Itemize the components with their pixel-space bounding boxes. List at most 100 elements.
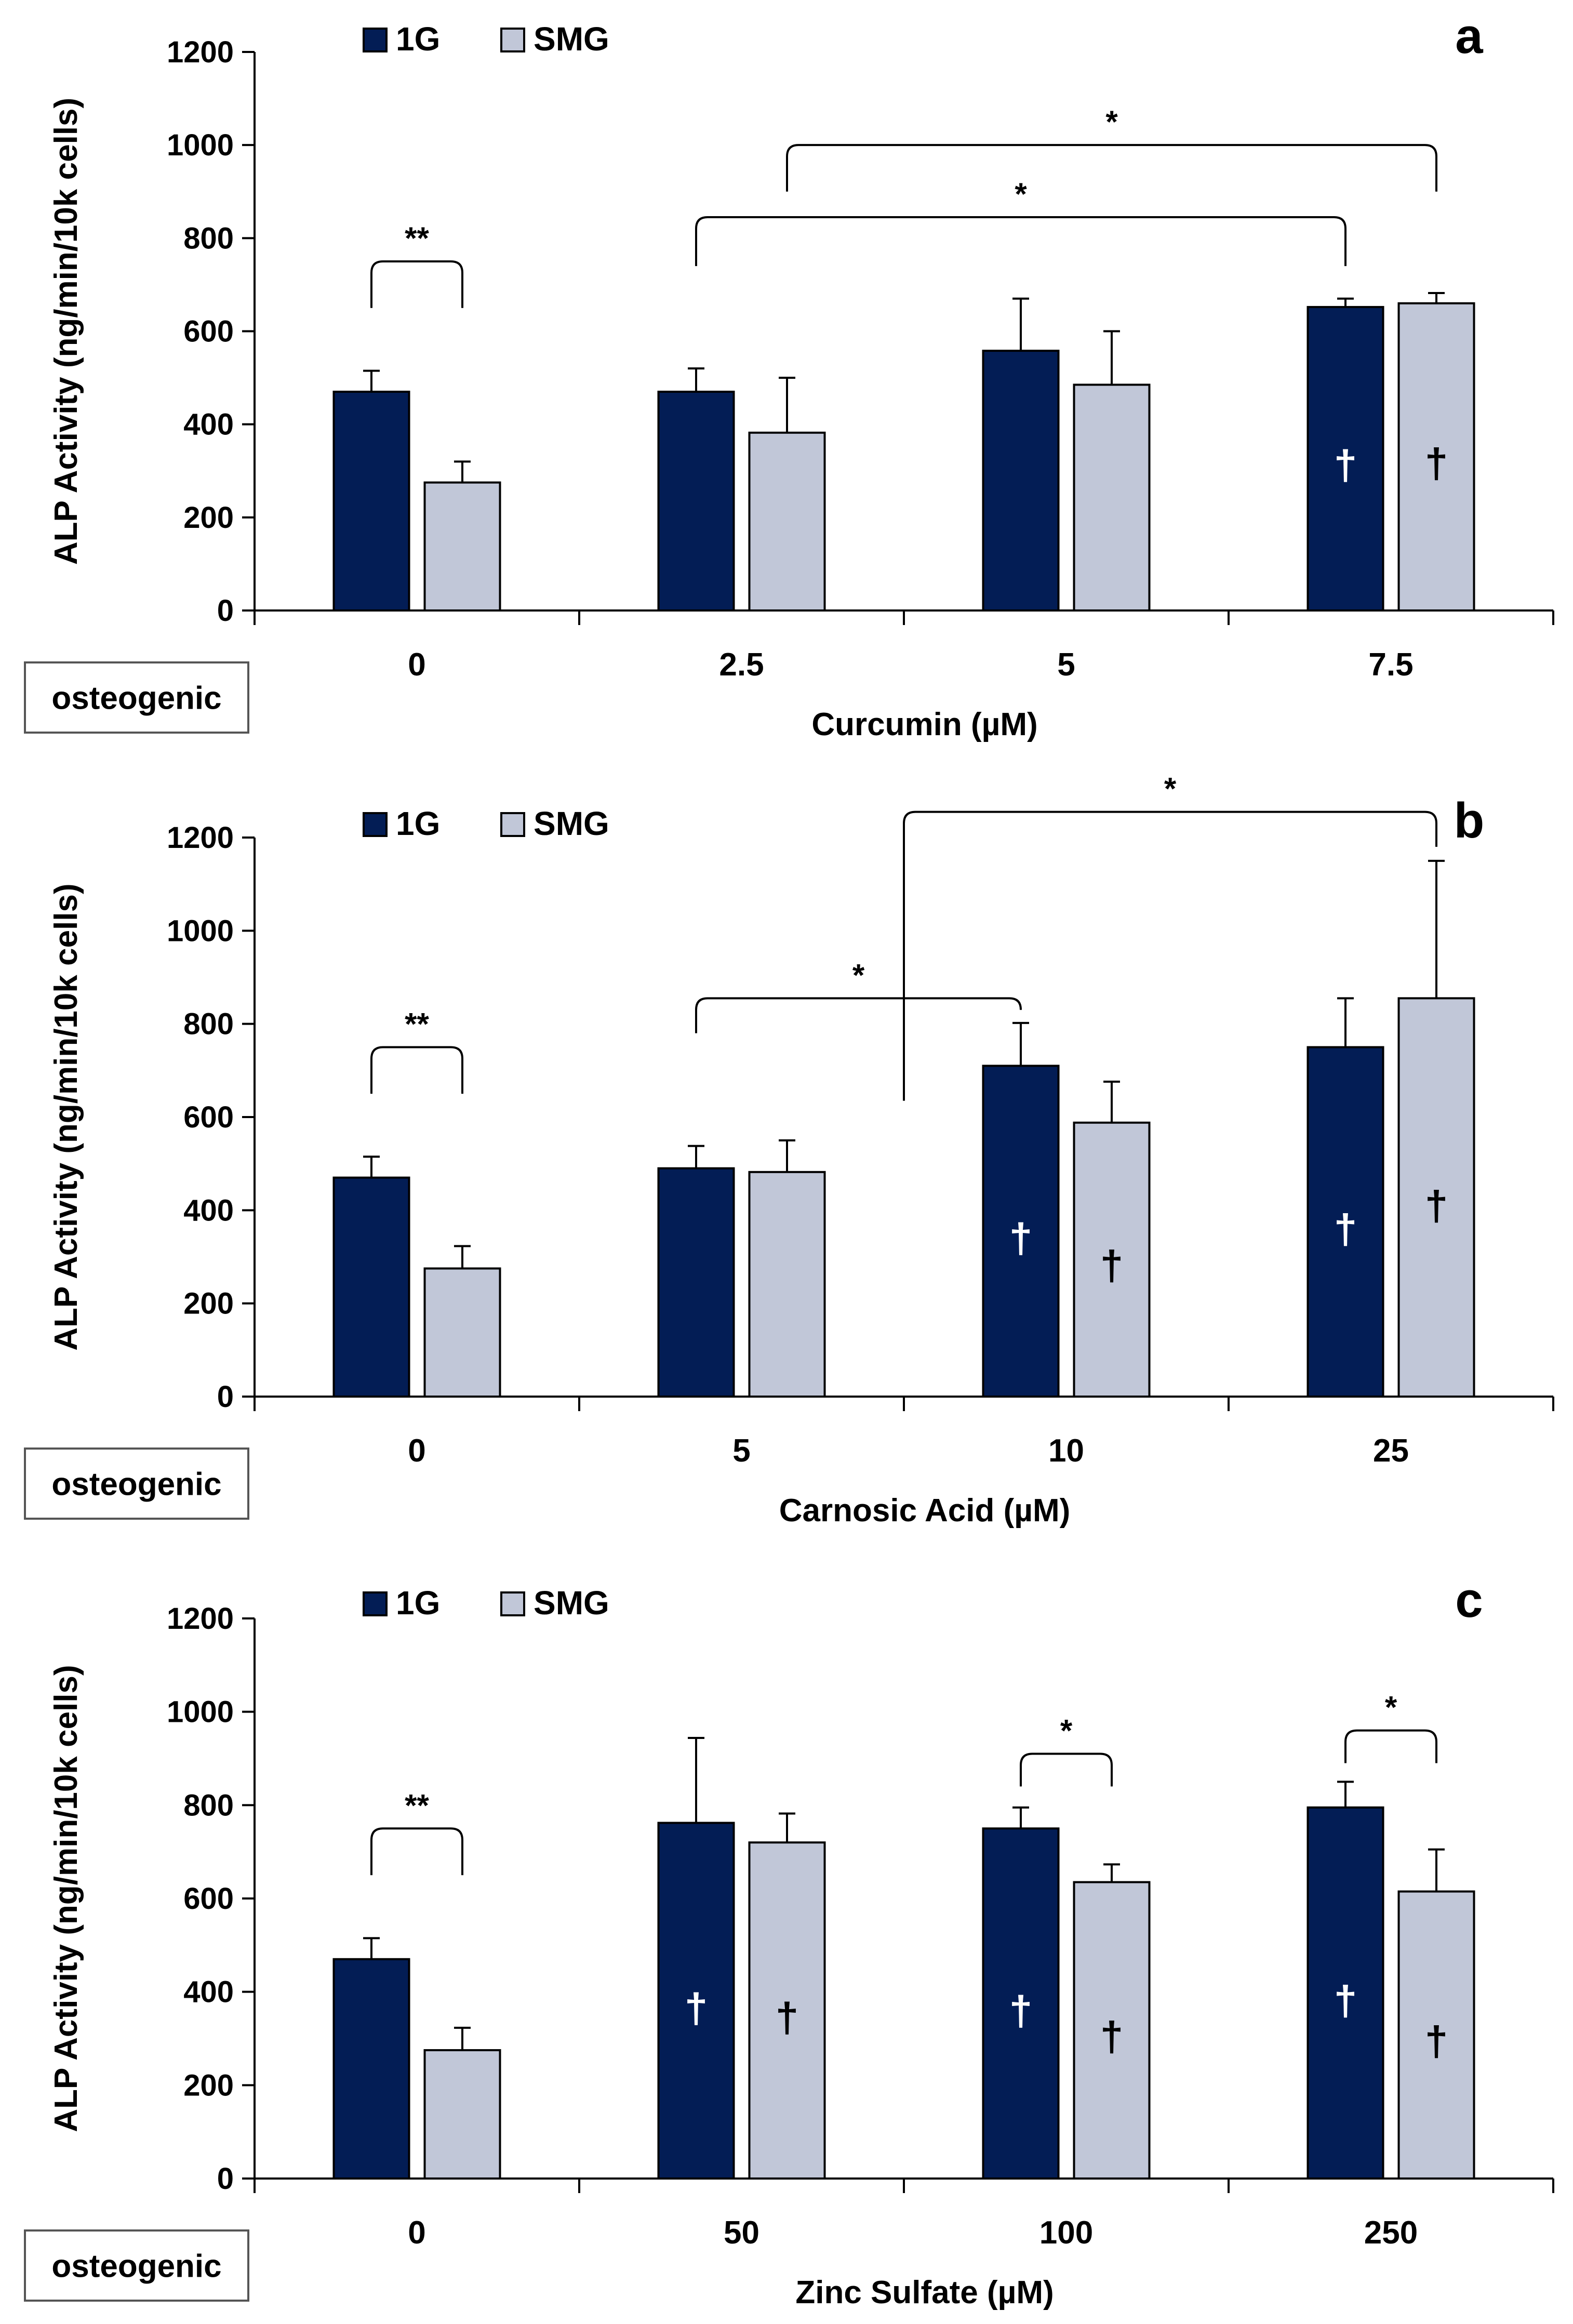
- dagger-marker: †: [1334, 1206, 1357, 1252]
- legend-label-1g: 1G: [396, 1584, 440, 1622]
- dagger-marker: †: [776, 1995, 799, 2041]
- dagger-marker: †: [1425, 1183, 1448, 1229]
- significance-bracket: [903, 811, 1437, 1101]
- bar-1g: [1307, 1046, 1384, 1398]
- legend-label-smg: SMG: [534, 20, 609, 58]
- bar-1g: [982, 1827, 1060, 2180]
- bar-smg: [1397, 1890, 1475, 2180]
- significance-label: *: [1060, 1714, 1073, 1748]
- bar-1g: [657, 1167, 735, 1398]
- bar-smg: [423, 2049, 501, 2180]
- significance-bracket: [370, 1827, 463, 1876]
- bar-smg: [1397, 997, 1475, 1398]
- bar-1g: [332, 1176, 410, 1398]
- significance-label: **: [405, 1788, 429, 1823]
- significance-bracket: [370, 260, 463, 308]
- x-axis-title: Carnosic Acid (µM): [779, 1493, 1070, 1529]
- legend-label-smg: SMG: [534, 1584, 609, 1622]
- y-tick-label: 1000: [167, 1695, 234, 1729]
- panel-letter: b: [1454, 793, 1485, 848]
- y-tick-label: 600: [183, 1882, 234, 1916]
- y-axis-title: ALP Activity (ng/min/10k cells): [48, 98, 84, 565]
- y-axis-title: ALP Activity (ng/min/10k cells): [48, 883, 84, 1350]
- chart-panel-b: 0 200 400 600 800 1000 1200 0 5 10 25 Carnosic Acid…: [24, 772, 1554, 1529]
- significance-bracket: [786, 144, 1437, 192]
- x-tick-label: 250: [1364, 2215, 1418, 2251]
- x-axis-title: Curcumin (µM): [811, 707, 1037, 742]
- osteogenic-label: osteogenic: [51, 2249, 221, 2285]
- y-tick-label: 1000: [167, 128, 234, 162]
- bar-smg: [748, 1171, 826, 1398]
- significance-label: **: [405, 221, 429, 256]
- significance-label: *: [1385, 1690, 1397, 1725]
- y-tick-label: 1200: [167, 821, 234, 855]
- x-tick-label: 0: [408, 2215, 425, 2251]
- y-tick-label: 200: [183, 501, 234, 535]
- dagger-marker: †: [1425, 440, 1448, 486]
- significance-label: *: [1164, 772, 1177, 806]
- y-tick-label: 600: [183, 315, 234, 349]
- osteogenic-label: osteogenic: [51, 681, 221, 716]
- legend-swatch-1g: [363, 28, 388, 52]
- x-tick-label: 5: [732, 1433, 750, 1469]
- legend-label-1g: 1G: [396, 805, 440, 842]
- dagger-marker: †: [1100, 2013, 1124, 2060]
- bar-1g: [332, 390, 410, 612]
- bar-1g: [982, 350, 1060, 612]
- y-tick-label: 600: [183, 1100, 234, 1134]
- x-tick-label: 50: [724, 2215, 759, 2251]
- panel-letter: a: [1455, 8, 1483, 64]
- bar-1g: [657, 390, 735, 612]
- legend-swatch-1g: [363, 1591, 388, 1616]
- y-tick-label: 0: [217, 2162, 234, 2196]
- chart-panel-c: 0 200 400 600 800 1000 1200 0 50 100 250 Zinc Sulfa…: [24, 1572, 1554, 2310]
- y-tick-label: 200: [183, 1287, 234, 1321]
- x-tick-label: 0: [408, 1433, 425, 1469]
- dagger-marker: †: [1100, 1242, 1124, 1289]
- bar-smg: [1397, 302, 1475, 612]
- osteogenic-box: [24, 661, 249, 734]
- x-tick-label: 100: [1039, 2215, 1093, 2251]
- significance-bracket: [695, 216, 1347, 267]
- bar-smg: [423, 481, 501, 612]
- y-tick-label: 1000: [167, 914, 234, 948]
- osteogenic-box: [24, 1447, 249, 1520]
- y-tick-label: 400: [183, 408, 234, 442]
- significance-label: **: [405, 1007, 429, 1042]
- dagger-marker: †: [1425, 2018, 1448, 2064]
- y-tick-label: 0: [217, 1380, 234, 1414]
- y-tick-label: 400: [183, 1193, 234, 1227]
- x-axis-title: Zinc Sulfate (µM): [795, 2275, 1054, 2310]
- bar-1g: [982, 1065, 1060, 1398]
- y-tick-label: 400: [183, 1975, 234, 2009]
- bar-smg: [423, 1267, 501, 1398]
- bar-smg: [1073, 1121, 1151, 1398]
- dagger-marker: †: [1334, 442, 1357, 488]
- significance-label: *: [1105, 104, 1118, 139]
- bar-1g: [332, 1958, 410, 2180]
- y-tick-label: 1200: [167, 35, 234, 69]
- chart-panel-a: 0 200 400 600 800 1000 1200 0 2.5 5 7.5 Curcumin (µ…: [24, 8, 1554, 742]
- x-tick-label: 25: [1373, 1433, 1409, 1469]
- osteogenic-label: osteogenic: [51, 1467, 221, 1503]
- significance-bracket: [695, 997, 1022, 1033]
- legend-label-smg: SMG: [534, 805, 609, 842]
- x-tick-label: 7.5: [1368, 647, 1413, 683]
- y-tick-label: 800: [183, 1007, 234, 1041]
- x-tick-label: 5: [1057, 647, 1075, 683]
- y-tick-label: 0: [217, 594, 234, 628]
- legend-swatch-smg: [500, 1591, 525, 1616]
- significance-bracket: [370, 1046, 463, 1094]
- x-tick-label: 2.5: [719, 647, 764, 683]
- significance-bracket: [1020, 1752, 1113, 1787]
- legend-swatch-smg: [500, 812, 525, 837]
- significance-label: *: [1015, 177, 1027, 211]
- bar-1g: [657, 1822, 735, 2180]
- significance-bracket: [1344, 1729, 1437, 1763]
- y-tick-label: 1200: [167, 1602, 234, 1636]
- osteogenic-box: [24, 2229, 249, 2302]
- bar-1g: [1307, 306, 1384, 612]
- x-tick-label: 10: [1048, 1433, 1084, 1469]
- y-tick-label: 800: [183, 1788, 234, 1822]
- bar-smg: [748, 431, 826, 612]
